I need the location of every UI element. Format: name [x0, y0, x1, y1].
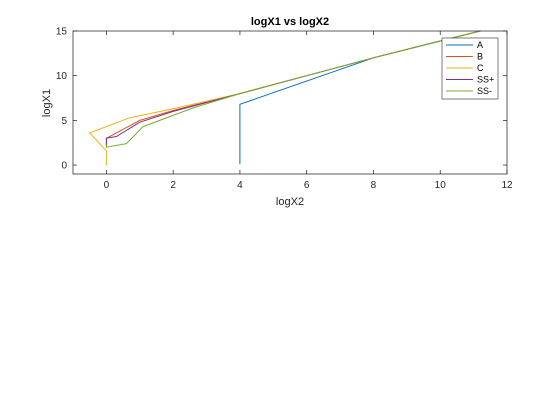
- axes-box: [72, 30, 508, 175]
- ticks-layer: 0 2 4 6 8 10 12 0 5 10 15: [56, 27, 513, 192]
- legend-label-ss-plus: SS+: [477, 75, 494, 85]
- x-tick-label: 8: [371, 180, 377, 191]
- legend-label-a: A: [477, 40, 483, 50]
- y-axis-label: logX1: [41, 89, 53, 117]
- x-tick-label: 12: [501, 180, 513, 191]
- y-tick-label: 5: [61, 116, 67, 127]
- x-tick-label: 6: [304, 180, 310, 191]
- y-tick-label: 0: [61, 161, 67, 172]
- y-tick-label: 15: [56, 27, 68, 38]
- series-line-ss-minus: [105, 30, 481, 148]
- x-axis-label: logX2: [276, 196, 304, 208]
- x-tick-label: 10: [435, 180, 447, 191]
- x-tick-label: 4: [237, 180, 243, 191]
- legend-label-ss-minus: SS-: [477, 86, 492, 96]
- chart-title: logX1 vs logX2: [251, 16, 329, 28]
- legend-label-b: B: [477, 52, 483, 62]
- plot-area: [73, 31, 507, 174]
- series-layer: [88, 30, 481, 166]
- legend-label-c: C: [477, 63, 484, 73]
- x-tick-label: 2: [170, 180, 176, 191]
- x-tick-label: 0: [104, 180, 110, 191]
- y-tick-label: 10: [56, 71, 68, 82]
- legend[interactable]: ABC SS+SS-: [441, 37, 499, 100]
